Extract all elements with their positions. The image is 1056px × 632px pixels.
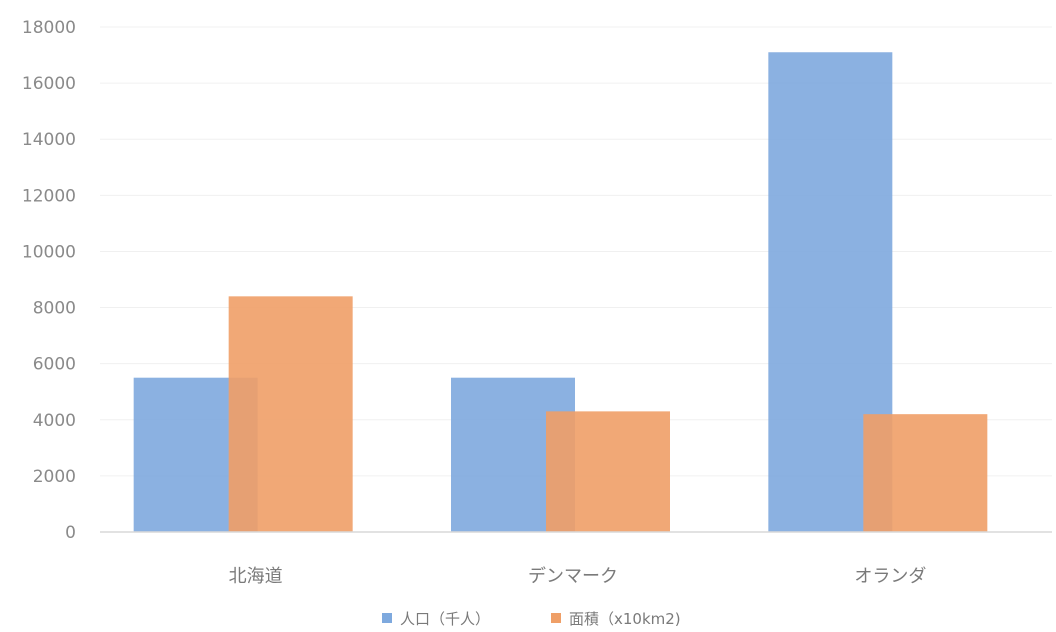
y-tick-label: 16000 — [22, 74, 76, 94]
bar-area-2 — [546, 411, 670, 532]
bars — [133, 52, 988, 532]
x-tick-label: 北海道 — [229, 566, 283, 587]
y-tick-label: 12000 — [22, 186, 76, 206]
legend: 人口（千人） 面積（x10km2) — [382, 610, 681, 628]
bar-area-3 — [863, 414, 988, 532]
y-tick-label: 0 — [65, 523, 76, 543]
legend-label: 人口（千人） — [400, 610, 490, 628]
y-tick-label: 10000 — [22, 242, 76, 262]
x-axis-tick-labels: 北海道 デンマーク オランダ — [229, 566, 927, 587]
legend-label: 面積（x10km2) — [569, 610, 681, 628]
y-tick-label: 6000 — [33, 355, 76, 375]
x-tick-label: オランダ — [854, 566, 926, 587]
y-axis-tick-labels: 0 2000 4000 6000 8000 10000 12000 14000 16000 180… — [22, 18, 76, 543]
y-tick-label: 18000 — [22, 18, 76, 38]
x-tick-label: デンマーク — [528, 566, 618, 587]
y-tick-label: 14000 — [22, 130, 76, 150]
legend-swatch — [382, 613, 392, 623]
legend-swatch — [551, 613, 561, 623]
y-tick-label: 2000 — [33, 467, 76, 487]
bar-area-1 — [228, 296, 353, 532]
y-tick-label: 4000 — [33, 411, 76, 431]
y-tick-label: 8000 — [33, 299, 76, 319]
